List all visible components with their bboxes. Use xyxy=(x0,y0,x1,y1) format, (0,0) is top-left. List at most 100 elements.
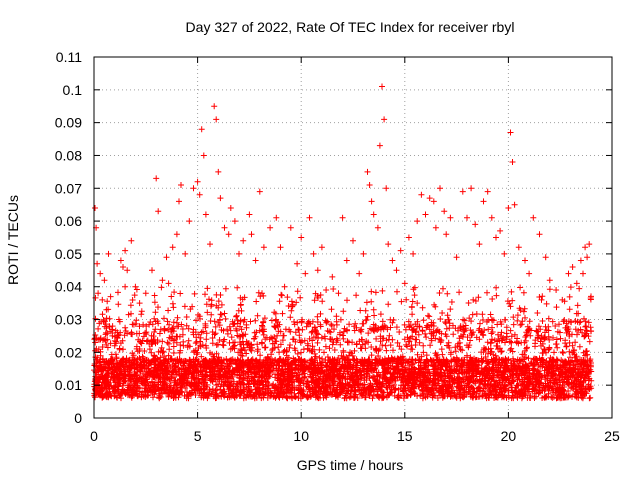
data-point xyxy=(468,185,475,192)
data-point xyxy=(383,185,390,192)
y-tick-label: 0.1 xyxy=(63,82,83,98)
data-point xyxy=(265,362,271,369)
data-point xyxy=(383,369,390,376)
data-point xyxy=(445,342,452,349)
data-point xyxy=(385,241,392,248)
data-point xyxy=(277,372,284,379)
data-point xyxy=(267,224,274,231)
data-point xyxy=(196,191,203,198)
data-point xyxy=(430,198,437,205)
data-point xyxy=(178,182,184,188)
data-point xyxy=(202,211,209,218)
data-point xyxy=(426,326,433,333)
data-point xyxy=(376,142,383,149)
data-point xyxy=(586,375,593,382)
data-point xyxy=(298,234,305,241)
data-point xyxy=(443,231,450,238)
data-point xyxy=(580,270,586,277)
data-point xyxy=(165,280,172,287)
data-point xyxy=(117,257,124,264)
data-point xyxy=(405,234,412,241)
data-point xyxy=(113,378,120,385)
data-point xyxy=(526,270,533,277)
data-point xyxy=(379,83,385,90)
data-point xyxy=(134,382,141,389)
data-point xyxy=(105,250,112,257)
data-point xyxy=(339,214,346,221)
data-point xyxy=(173,231,180,238)
y-tick-label: 0 xyxy=(74,410,82,426)
data-point xyxy=(149,267,155,274)
data-point xyxy=(582,352,589,359)
data-point xyxy=(289,336,296,343)
data-point xyxy=(401,280,408,287)
data-point xyxy=(182,250,189,257)
data-point xyxy=(551,349,557,356)
data-point xyxy=(584,254,591,261)
data-point xyxy=(94,260,101,267)
data-point xyxy=(178,359,184,366)
data-point xyxy=(439,310,446,316)
data-point xyxy=(418,191,425,198)
data-point xyxy=(459,188,466,195)
data-point xyxy=(107,293,114,300)
data-point xyxy=(557,362,564,369)
data-point xyxy=(376,346,383,353)
data-point xyxy=(408,372,414,379)
data-point xyxy=(464,352,470,359)
data-point xyxy=(103,306,110,313)
data-point xyxy=(109,365,116,372)
data-point xyxy=(482,372,489,379)
data-point xyxy=(414,218,421,225)
data-point xyxy=(414,300,421,307)
data-point xyxy=(209,355,216,362)
data-point xyxy=(339,355,346,362)
data-point xyxy=(273,214,280,221)
data-point xyxy=(190,185,197,192)
data-point xyxy=(207,241,213,248)
point-cloud-density xyxy=(91,283,595,402)
data-point xyxy=(136,300,143,307)
data-point xyxy=(211,103,218,110)
y-tick-label: 0.03 xyxy=(55,312,82,328)
data-point xyxy=(246,359,253,366)
data-point xyxy=(260,244,267,251)
data-point xyxy=(575,369,582,376)
data-point xyxy=(333,313,340,320)
data-point xyxy=(227,346,234,353)
data-point xyxy=(464,214,470,221)
data-point xyxy=(343,257,350,264)
data-point xyxy=(115,316,122,323)
data-point xyxy=(368,198,375,205)
data-point xyxy=(314,267,321,274)
data-point xyxy=(329,273,336,280)
data-point xyxy=(122,247,129,254)
chart-title: Day 327 of 2022, Rate Of TEC Index for r… xyxy=(186,19,515,35)
data-point xyxy=(256,188,263,195)
data-point xyxy=(171,336,178,343)
data-point xyxy=(526,326,533,333)
data-point xyxy=(236,250,242,257)
data-point xyxy=(356,270,363,277)
data-point xyxy=(155,208,162,215)
data-point xyxy=(140,362,147,369)
data-point xyxy=(505,205,512,211)
data-point xyxy=(381,116,388,123)
data-point xyxy=(507,129,514,136)
data-point xyxy=(314,369,321,376)
data-point xyxy=(184,375,191,382)
data-point xyxy=(153,369,160,376)
x-tick-labels: 0 5 10 15 20 25 xyxy=(90,428,620,444)
data-point xyxy=(283,352,290,359)
data-point xyxy=(447,214,454,221)
data-point xyxy=(522,257,528,264)
data-point xyxy=(472,221,479,228)
x-tick-label: 20 xyxy=(501,428,517,444)
data-point xyxy=(432,365,439,372)
y-tick-label: 0.06 xyxy=(55,213,82,229)
y-axis-label: ROTI / TECUs xyxy=(5,195,21,285)
data-point xyxy=(111,342,118,349)
data-point xyxy=(559,296,566,303)
data-point xyxy=(109,323,116,330)
data-point xyxy=(310,250,317,257)
